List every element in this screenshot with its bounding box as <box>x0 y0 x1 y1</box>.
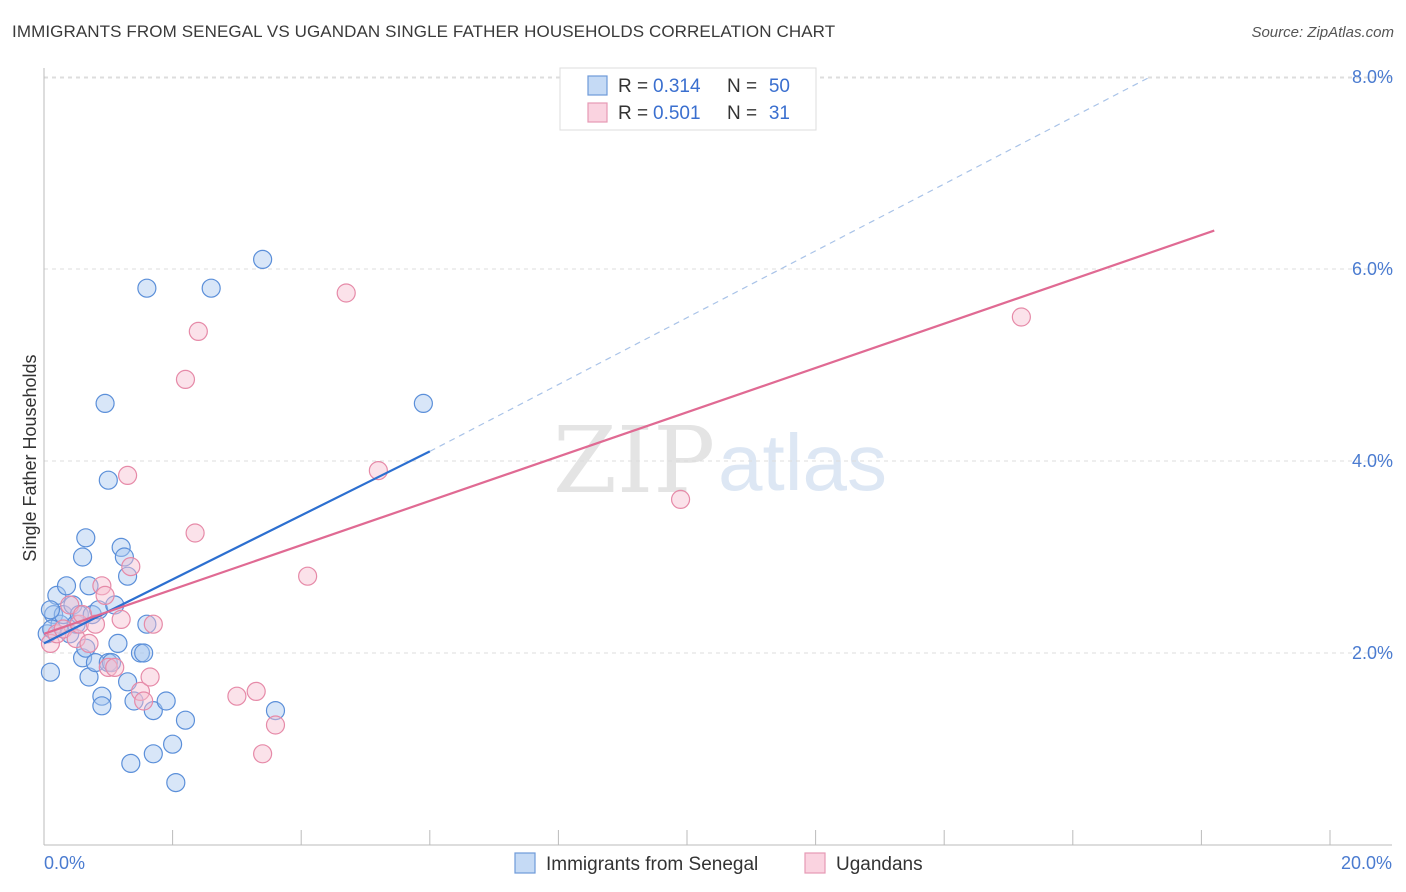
point-ugandans-3 <box>60 595 80 615</box>
point-ugandans-13 <box>111 609 131 630</box>
legend-n-label-1: N = <box>727 76 757 97</box>
bottom-legend-swatch-ugandans <box>804 852 826 874</box>
point-senegal-31 <box>121 753 141 774</box>
point-senegal-46 <box>413 393 433 413</box>
point-senegal-22 <box>98 470 118 490</box>
legend-r-value-2: 0.501 <box>653 103 701 124</box>
point-ugandans-4 <box>66 628 86 649</box>
series-legend: Immigrants from Senegal Ugandans <box>514 852 923 875</box>
axes <box>43 68 1392 846</box>
point-senegal-37 <box>143 700 163 721</box>
y-tick-label-6: 6.0% <box>1352 259 1393 279</box>
series-senegal-points <box>37 249 433 793</box>
point-ugandans-27 <box>298 566 318 586</box>
legend-swatch-ugandans <box>587 102 608 123</box>
legend-n-value-1: 50 <box>769 76 790 97</box>
stats-legend: R = 0.314 N = 50 R = 0.501 N = 31 <box>559 67 817 131</box>
point-ugandans-11 <box>98 657 118 678</box>
point-ugandans-21 <box>185 523 205 543</box>
y-axis-label: Single Father Households <box>20 354 40 561</box>
point-ugandans-12 <box>105 657 125 678</box>
point-ugandans-25 <box>253 744 273 764</box>
source-label: Source: ZipAtlas.com <box>1251 24 1394 41</box>
x-tick-label-min: 0.0% <box>44 853 85 873</box>
point-senegal-2 <box>47 585 67 606</box>
y-tick-label-4: 4.0% <box>1352 451 1393 471</box>
point-ugandans-19 <box>143 614 163 634</box>
point-senegal-21 <box>95 393 115 413</box>
point-ugandans-23 <box>227 686 247 706</box>
point-senegal-0 <box>40 662 61 682</box>
legend-n-value-2: 31 <box>769 103 790 124</box>
point-senegal-30 <box>117 672 138 692</box>
point-senegal-20 <box>92 696 112 716</box>
point-ugandans-10 <box>95 585 115 606</box>
point-ugandans-30 <box>670 489 691 509</box>
point-ugandans-28 <box>336 283 356 303</box>
point-senegal-45 <box>265 700 286 721</box>
legend-r-label-1: R = <box>618 76 648 97</box>
point-senegal-4 <box>53 604 73 625</box>
trend-ugandans <box>43 229 1215 635</box>
series-ugandans-points <box>40 283 1031 764</box>
point-senegal-26 <box>108 633 128 654</box>
trend-lines <box>43 76 1215 645</box>
point-ugandans-14 <box>117 465 138 485</box>
point-ugandans-18 <box>140 667 160 687</box>
legend-n-label-2: N = <box>727 103 757 124</box>
point-senegal-17 <box>76 528 96 548</box>
legend-r-label-2: R = <box>618 103 648 124</box>
trend-senegal-extension <box>429 76 1151 452</box>
watermark-zip: ZIP <box>553 407 715 514</box>
point-ugandans-17 <box>134 691 154 711</box>
y-tick-label-8: 8.0% <box>1352 67 1393 87</box>
point-ugandans-20 <box>175 369 196 389</box>
point-ugandans-22 <box>188 321 208 341</box>
point-senegal-39 <box>156 691 176 711</box>
point-ugandans-7 <box>79 633 99 654</box>
bottom-legend-label-senegal: Immigrants from Senegal <box>546 854 758 875</box>
bottom-legend-label-ugandans: Ugandans <box>836 854 923 875</box>
legend-swatch-senegal <box>587 75 608 96</box>
point-ugandans-26 <box>265 715 286 735</box>
point-senegal-38 <box>143 744 163 764</box>
y-tick-labels: 2.0% 4.0% 6.0% 8.0% <box>1352 67 1393 663</box>
point-ugandans-24 <box>246 681 266 702</box>
chart-title: IMMIGRANTS FROM SENEGAL VS UGANDAN SINGL… <box>12 22 836 41</box>
point-senegal-35 <box>137 614 157 634</box>
point-senegal-42 <box>175 710 196 730</box>
grid <box>44 76 1392 654</box>
point-senegal-44 <box>253 249 273 269</box>
point-senegal-32 <box>124 691 144 711</box>
x-ticks <box>43 830 1331 845</box>
point-senegal-16 <box>72 547 93 567</box>
point-ugandans-31 <box>1011 307 1031 327</box>
watermark-atlas: atlas <box>718 418 887 507</box>
legend-r-value-1: 0.314 <box>653 76 701 97</box>
point-senegal-48 <box>40 600 61 620</box>
point-senegal-28 <box>114 547 134 567</box>
point-ugandans-15 <box>121 556 141 577</box>
point-senegal-12 <box>79 667 99 687</box>
bottom-legend-swatch-senegal <box>514 852 536 874</box>
point-senegal-5 <box>56 576 77 596</box>
point-senegal-43 <box>201 278 221 298</box>
point-senegal-40 <box>163 734 183 754</box>
y-tick-label-2: 2.0% <box>1352 643 1393 663</box>
point-senegal-41 <box>166 772 186 793</box>
point-senegal-36 <box>137 278 157 298</box>
x-tick-label-max: 20.0% <box>1341 853 1392 873</box>
point-senegal-34 <box>134 643 154 663</box>
